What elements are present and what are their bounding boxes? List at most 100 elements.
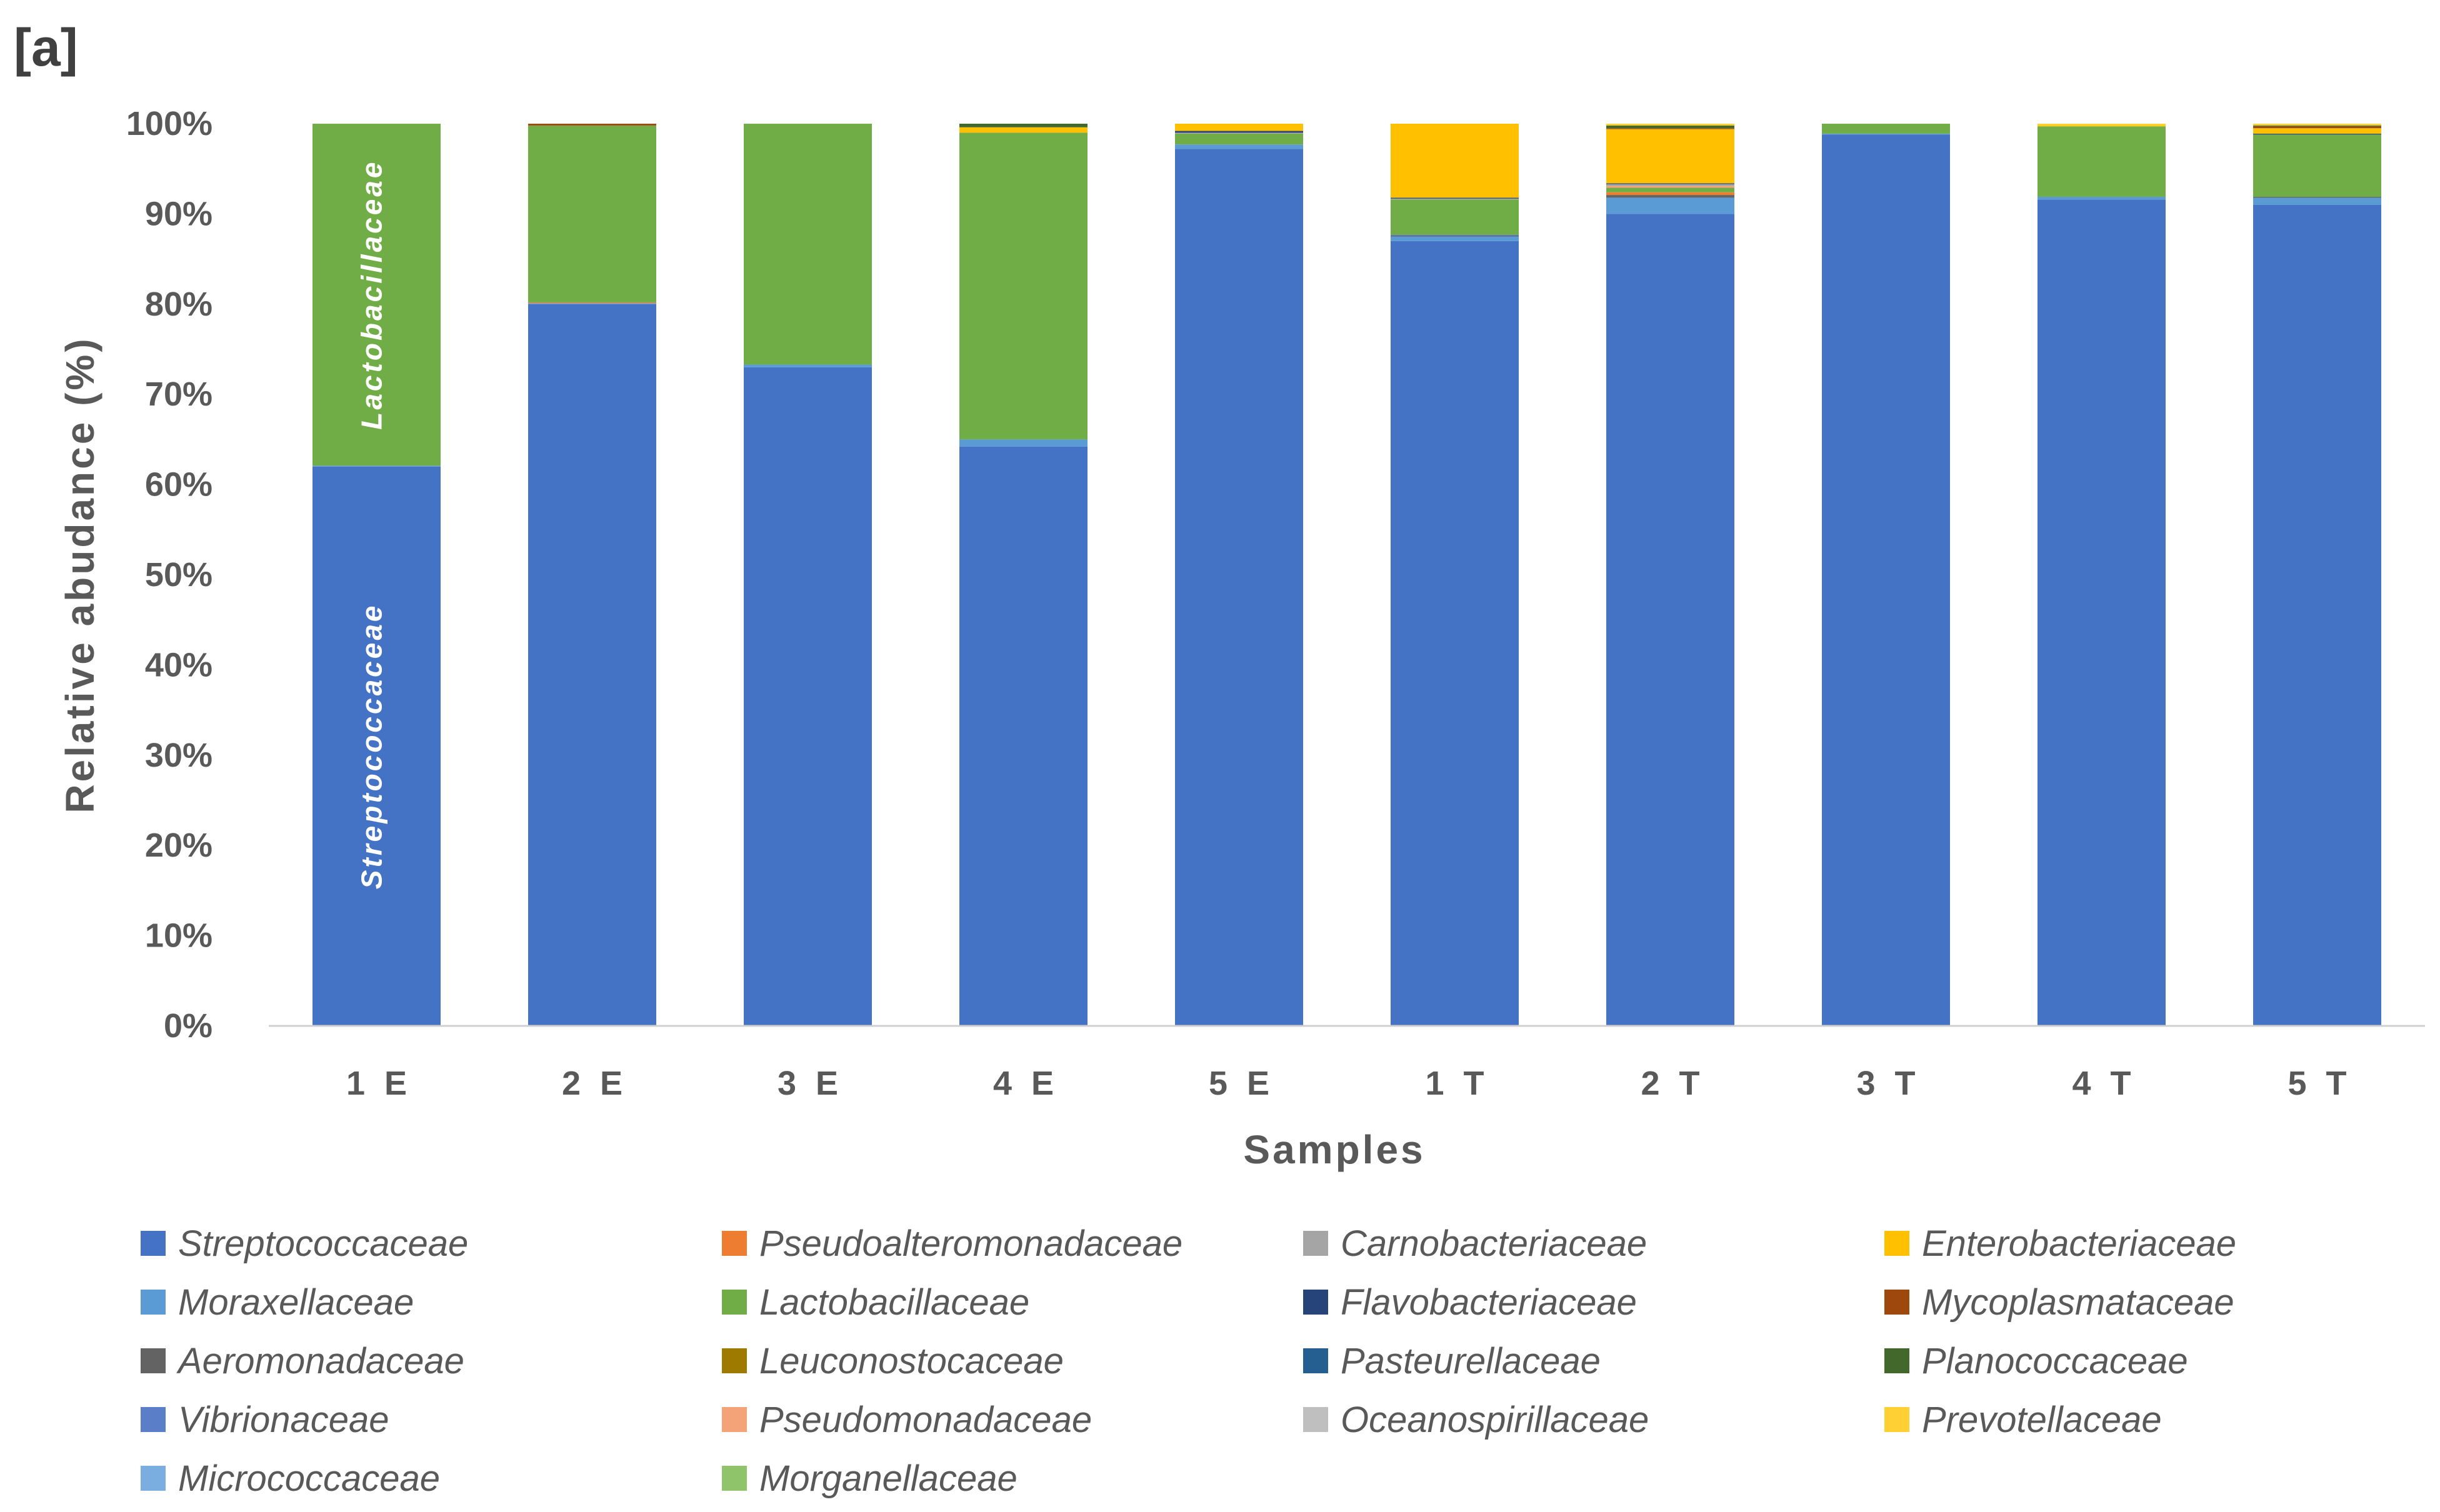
legend-item: Vibrionaceae: [141, 1395, 389, 1445]
bar-segment: [959, 132, 1088, 440]
legend-label: Aeromonadaceae: [178, 1340, 464, 1381]
legend-swatch: [141, 1407, 166, 1432]
bar-segment: [1606, 197, 1734, 214]
bar-segment: [744, 364, 872, 367]
bar-segment: [959, 127, 1088, 133]
legend-item: Pasteurellaceae: [1303, 1336, 1601, 1386]
bar-segment: [1606, 129, 1734, 184]
x-tick-label: 3 E: [778, 1065, 843, 1102]
bar-segment: [2253, 134, 2381, 197]
bar-segment: [1822, 124, 1950, 134]
bar-annotation: Lactobacillaceae: [356, 160, 388, 430]
legend-swatch: [141, 1466, 166, 1491]
bar-segment: [1175, 133, 1303, 145]
bar-segment: [312, 465, 441, 467]
bar-segment: [1391, 197, 1519, 199]
x-tick-label: 4 E: [993, 1065, 1059, 1102]
legend-label: Flavobacteriaceae: [1341, 1281, 1637, 1323]
legend-item: Pseudomonadaceae: [722, 1395, 1092, 1445]
legend-item: Lactobacillaceae: [722, 1277, 1029, 1327]
bar-segment: [1606, 183, 1734, 184]
stacked-bar-chart: 0% 10% 20% 30% 40% 50% 60% 70% 80% 90% 100% 1 E 2 E…: [58, 105, 2425, 1172]
legend-swatch: [722, 1466, 747, 1491]
legend-label: Oceanospirillaceae: [1341, 1399, 1649, 1440]
y-tick-label: 60%: [145, 466, 212, 504]
bar-segment: [528, 304, 656, 1026]
legend-label: Lactobacillaceae: [759, 1281, 1030, 1323]
y-tick-label: 40%: [145, 646, 212, 684]
bar-segment: [1391, 234, 1519, 236]
legend-item: Streptococcaceae: [141, 1218, 468, 1268]
x-tick-label: 2 E: [562, 1065, 628, 1102]
legend-swatch: [1303, 1348, 1328, 1373]
legend-label: Prevotellaceae: [1922, 1399, 2162, 1440]
bar-segment: [2253, 128, 2381, 134]
legend-swatch: [1884, 1290, 1909, 1315]
bar-segment: [1606, 195, 1734, 198]
legend-swatch: [1884, 1407, 1909, 1432]
legend-label: Enterobacteriaceae: [1922, 1223, 2236, 1264]
legend-label: Pseudoalteromonadaceae: [759, 1223, 1183, 1264]
bar-segment: [2253, 204, 2381, 1027]
bar-segments: [312, 124, 2381, 1027]
y-tick-label: 10%: [145, 917, 212, 955]
bar-segment: [1175, 132, 1303, 134]
legend-swatch: [722, 1290, 747, 1315]
bar-segment: [1606, 186, 1734, 188]
legend-swatch: [722, 1407, 747, 1432]
legend-label: Pseudomonadaceae: [759, 1399, 1092, 1440]
figure-label: [a]: [14, 18, 78, 77]
bar-segment: [312, 466, 441, 1026]
legend-swatch: [722, 1231, 747, 1256]
bar-segment: [2038, 126, 2166, 197]
x-tick-label: 5 E: [1209, 1065, 1274, 1102]
legend-swatch: [1884, 1348, 1909, 1373]
bar-segment: [1175, 124, 1303, 131]
legend-item: Flavobacteriaceae: [1303, 1277, 1637, 1327]
bar-segment: [1606, 192, 1734, 196]
bar-segment: [2253, 126, 2381, 129]
legend-item: Pseudoalteromonadaceae: [722, 1218, 1182, 1268]
bar-segment: [1391, 241, 1519, 1027]
bar-segment: [2038, 196, 2166, 200]
legend-label: Micrococcaceae: [178, 1458, 441, 1499]
bar-segment: [1606, 184, 1734, 186]
legend-label: Vibrionaceae: [178, 1399, 389, 1440]
y-tick-label: 90%: [145, 195, 212, 232]
legend-item: Micrococcaceae: [141, 1453, 440, 1503]
bar-segment: [2038, 199, 2166, 1026]
bar-segment: [959, 439, 1088, 447]
y-tick-label: 20%: [145, 827, 212, 864]
bar-segment: [528, 124, 656, 126]
bar-segment: [1391, 124, 1519, 198]
y-tick-label: 80%: [145, 286, 212, 323]
bar-segment: [1175, 149, 1303, 1026]
legend-label: Morganellaceae: [759, 1458, 1018, 1499]
legend-swatch: [1303, 1290, 1328, 1315]
bar-segment: [1606, 124, 1734, 126]
bar-annotation: Streptococcaceae: [356, 603, 388, 889]
bar-segment: [1606, 125, 1734, 129]
legend-label: Pasteurellaceae: [1341, 1340, 1601, 1381]
bar-segment: [744, 367, 872, 1026]
legend-item: Morganellaceae: [722, 1453, 1018, 1503]
x-tick-label: 2 T: [1641, 1065, 1704, 1102]
legend-item: Carnobacteriaceae: [1303, 1218, 1647, 1268]
legend-swatch: [1303, 1231, 1328, 1256]
y-tick-label: 30%: [145, 737, 212, 774]
legend-swatch: [1884, 1231, 1909, 1256]
bar-segment: [528, 303, 656, 304]
bar-segment: [2253, 124, 2381, 126]
legend-item: Leuconostocaceae: [722, 1336, 1064, 1386]
bar-segment: [1606, 128, 1734, 129]
bar-segment: [744, 124, 872, 365]
bar-segment: [2038, 124, 2166, 126]
bar-annotations: Streptococcaceae Lactobacillaceae: [356, 160, 388, 890]
y-tick-label: 50%: [145, 556, 212, 594]
x-tick-label: 5 T: [2288, 1065, 2351, 1102]
bar-segment: [312, 124, 441, 466]
legend-label: Moraxellaceae: [178, 1281, 414, 1323]
x-tick-label: 4 T: [2072, 1065, 2136, 1102]
y-tick-label: 100%: [126, 105, 212, 142]
legend-swatch: [141, 1290, 166, 1315]
